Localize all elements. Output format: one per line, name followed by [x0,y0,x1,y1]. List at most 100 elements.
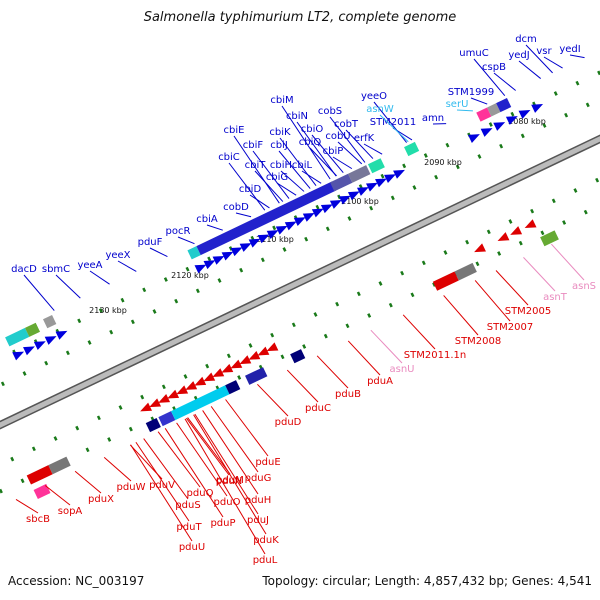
forward-gene-arrow [44,336,57,345]
tick-mark [486,229,491,235]
tick-mark [345,323,350,329]
tick-mark [98,308,103,313]
tick-mark [488,122,493,127]
forward-gene-block [5,327,30,347]
tick-mark [380,173,385,179]
forward-gene-label: STM2011 [370,117,417,128]
reverse-gene-arrow [212,368,225,377]
tick-mark [270,332,275,338]
tick-mark [553,91,558,96]
reverse-gene-label: pduK [253,535,279,546]
forward-gene-block [487,103,501,117]
tick-mark [356,291,361,297]
tick-mark [302,344,307,349]
forward-leader-line [301,170,322,184]
reverse-gene-label: asnT [543,292,568,303]
forward-gene-label: cbiD [239,184,262,195]
tick-mark [10,456,15,462]
tick-mark [542,123,547,128]
forward-gene-label: cobS [318,106,342,117]
forward-leader-line [281,105,331,180]
tick-mark [551,198,556,204]
tick-mark [237,375,242,380]
reverse-gene-label: pduH [245,495,272,506]
reverse-gene-arrow [257,346,270,356]
rrna-gene-label: asnW [366,104,394,115]
forward-gene-label: yedI [559,44,580,55]
tick-mark [412,185,417,190]
tick-mark [128,426,133,432]
reverse-leader-line [443,295,479,336]
forward-leader-line [345,129,374,159]
reverse-leader-line [402,314,436,350]
forward-gene-label: cbiC [218,152,240,163]
forward-gene-arrow [347,191,360,201]
reverse-gene-block [48,456,71,475]
forward-leader-line [276,182,297,196]
reverse-gene-block [158,411,176,427]
forward-gene-label: dcm [515,34,537,45]
reverse-leader-line [74,470,102,494]
forward-gene-arrow [212,255,225,265]
forward-leader-line [23,274,55,311]
reverse-gene-arrow [497,232,510,241]
tick-mark [239,267,244,273]
forward-gene-arrow [505,116,518,125]
tick-label: 2080 kbp [508,117,546,126]
forward-gene-block [330,173,353,192]
tick-mark [455,164,460,170]
tick-mark [291,322,296,328]
forward-gene-arrow [320,204,333,214]
forward-gene-label: cbiG [266,172,288,183]
tick-label: 2130 kbp [89,306,127,315]
reverse-leader-line [193,414,267,535]
tick-mark [185,266,190,272]
forward-leader-line [473,58,506,97]
forward-gene-label: cbiF [243,140,264,151]
tick-mark [109,329,114,335]
reverse-leader-line [130,444,193,542]
reverse-gene-label: pduE [255,457,280,468]
forward-leader-line [280,170,305,192]
reverse-gene-block [171,385,230,421]
tick-mark [120,297,125,303]
forward-leader-line [470,97,488,105]
forward-gene-label: yeeA [77,260,102,271]
tick-mark [282,247,287,252]
reverse-gene-label: pduU [179,542,205,553]
reverse-gene-arrow [140,402,153,412]
tick-mark [140,394,145,400]
reverse-leader-line [523,257,556,292]
forward-gene-label: cobD [223,202,249,213]
tick-mark [304,236,309,242]
reverse-gene-label: STM2011.1n [404,350,466,361]
reverse-gene-label: pduB [335,389,361,400]
reverse-gene-label: pduQ [187,488,214,499]
reverse-gene-arrow [248,350,261,360]
rrna-gene-label: serU [446,99,469,110]
forward-gene-label: cbiH [270,160,292,171]
reverse-leader-line [474,280,511,322]
tick-mark [388,302,393,308]
tick-mark [85,447,90,453]
reverse-gene-label: pduN [216,476,243,487]
reverse-leader-line [286,369,319,403]
forward-gene-label: cbiN [286,111,308,122]
reverse-gene-arrow [474,243,486,253]
forward-leader-line [373,101,408,143]
forward-gene-arrow [55,330,68,340]
tick-mark [195,288,200,294]
topology-label: Topology: circular; Length: 4,857,432 bp… [262,574,592,588]
forward-leader-line [543,56,563,69]
reverse-gene-arrow [510,226,523,235]
forward-leader-line [278,150,311,189]
reverse-leader-line [550,243,585,281]
rrna-leader-line [379,114,409,143]
reverse-leader-line [164,428,224,518]
forward-gene-label: erfK [354,133,375,144]
forward-gene-label: yeeO [361,91,387,102]
reverse-gene-arrow [230,359,243,369]
tick-mark [96,415,101,421]
tick-mark [530,208,535,214]
tick-mark [434,174,439,180]
